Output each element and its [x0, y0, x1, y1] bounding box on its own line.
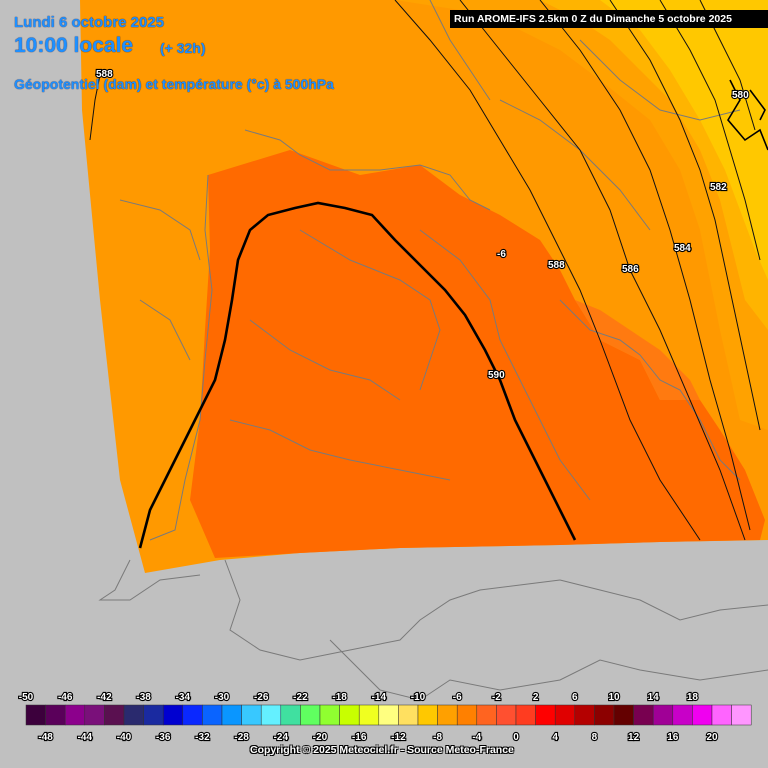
legend-swatch: [123, 704, 144, 726]
contour-label: 586: [622, 264, 639, 275]
legend-tick-bottom: -4: [472, 732, 481, 743]
legend-tick-top: -18: [332, 692, 347, 703]
legend-swatch: [221, 704, 242, 726]
contour-label: 584: [674, 243, 691, 254]
contour-label: 582: [710, 182, 727, 193]
legend-tick-bottom: -44: [78, 732, 93, 743]
forecast-date: Lundi 6 octobre 2025: [14, 14, 165, 31]
legend-swatch: [182, 704, 203, 726]
legend-tick-top: -34: [176, 692, 191, 703]
legend-swatch: [496, 704, 517, 726]
legend-swatch: [64, 704, 86, 726]
legend-swatch: [417, 704, 438, 726]
legend-tick-top: -26: [254, 692, 269, 703]
legend-tick-bottom: 20: [706, 732, 718, 743]
legend-swatch: [476, 704, 497, 726]
legend-tick-top: -14: [372, 692, 387, 703]
legend-tick-top: -46: [58, 692, 73, 703]
copyright: Copyright © 2025 Meteociel.fr - Source M…: [250, 744, 514, 756]
legend-tick-bottom: -32: [195, 732, 210, 743]
legend-swatch: [594, 704, 615, 726]
legend-swatch: [319, 704, 340, 726]
legend-swatch: [652, 704, 674, 726]
contour-labels: 588 590 588 586 584 582 580 -6: [95, 68, 750, 382]
legend-swatch: [358, 704, 380, 726]
legend-tick-bottom: -36: [156, 732, 171, 743]
country-borders: [98, 0, 768, 701]
legend-swatch: [162, 704, 184, 726]
legend-swatch: [45, 704, 66, 726]
legend-swatch: [202, 704, 223, 726]
legend-swatch: [574, 704, 595, 726]
contour-label: -6: [497, 249, 506, 260]
contour-label: 580: [732, 90, 749, 101]
legend-swatch: [300, 704, 321, 726]
legend-tick-bottom: -40: [117, 732, 132, 743]
legend-tick-top: 14: [648, 692, 660, 703]
legend-tick-top: -38: [136, 692, 151, 703]
legend-tick-bottom: -24: [274, 732, 289, 743]
run-info: Run AROME-IFS 2.5km 0 Z du Dimanche 5 oc…: [450, 10, 768, 28]
legend-swatch: [339, 704, 360, 726]
legend-tick-top: 2: [533, 692, 539, 703]
legend-tick-top: -22: [293, 692, 308, 703]
legend-tick-top: 18: [687, 692, 699, 703]
temperature-field-yellow: [600, 0, 768, 280]
legend-swatch: [692, 704, 713, 726]
legend-tick-bottom: -8: [433, 732, 442, 743]
legend-tick-bottom: -12: [391, 732, 406, 743]
legend-tick-bottom: 12: [628, 732, 640, 743]
legend-swatch: [280, 704, 301, 726]
contour-label: 588: [96, 69, 113, 80]
legend-tick-bottom: -48: [38, 732, 53, 743]
legend-swatch: [613, 704, 634, 726]
legend-tick-bottom: 16: [667, 732, 679, 743]
color-legend: -50 -46 -42 -38 -34 -30 -26 -22 -18 -14 -10 -6 -2 2 6 1…: [18, 691, 752, 744]
legend-tick-top: 10: [608, 692, 620, 703]
legend-swatch: [84, 704, 105, 726]
legend-swatch: [515, 704, 536, 726]
legend-swatch: [378, 704, 399, 726]
contour-label: 590: [488, 370, 505, 381]
legend-swatch: [241, 704, 262, 726]
temperature-field-inner-edge: [575, 300, 700, 400]
legend-tick-bottom: -20: [313, 732, 328, 743]
legend-swatch: [535, 704, 556, 726]
legend-tick-top: -30: [215, 692, 230, 703]
legend-swatch: [398, 704, 419, 726]
legend-tick-bottom: -28: [234, 732, 249, 743]
legend-swatch: [104, 704, 125, 726]
legend-tick-bottom: -16: [352, 732, 367, 743]
legend-tick-top: -10: [411, 692, 426, 703]
legend-swatch: [633, 704, 654, 726]
legend-swatch: [554, 704, 576, 726]
parameter-title: Géopotentiel (dam) et température (°c) à…: [14, 76, 334, 92]
coastline-north: [727, 79, 768, 151]
contour-label: 588: [548, 260, 565, 271]
legend-swatch: [711, 704, 732, 726]
legend-tick-top: -42: [97, 692, 112, 703]
legend-tick-bottom: 4: [552, 732, 558, 743]
legend-swatch: [456, 704, 478, 726]
legend-tick-top: -6: [453, 692, 462, 703]
legend-tick-bottom: 8: [592, 732, 598, 743]
legend-tick-bottom: 0: [513, 732, 519, 743]
legend-tick-top: 6: [572, 692, 578, 703]
legend-swatch: [260, 704, 282, 726]
isohypse-590: [138, 201, 577, 549]
forecast-time: 10:00 locale: [14, 34, 134, 57]
legend-swatch: [25, 704, 46, 726]
legend-swatch: [437, 704, 458, 726]
legend-swatch: [672, 704, 693, 726]
legend-swatch: [143, 704, 164, 726]
legend-tick-top: -50: [19, 692, 34, 703]
forecast-lead: (+ 32h): [160, 40, 206, 56]
legend-tick-top: -2: [492, 692, 501, 703]
legend-swatch: [731, 704, 752, 726]
